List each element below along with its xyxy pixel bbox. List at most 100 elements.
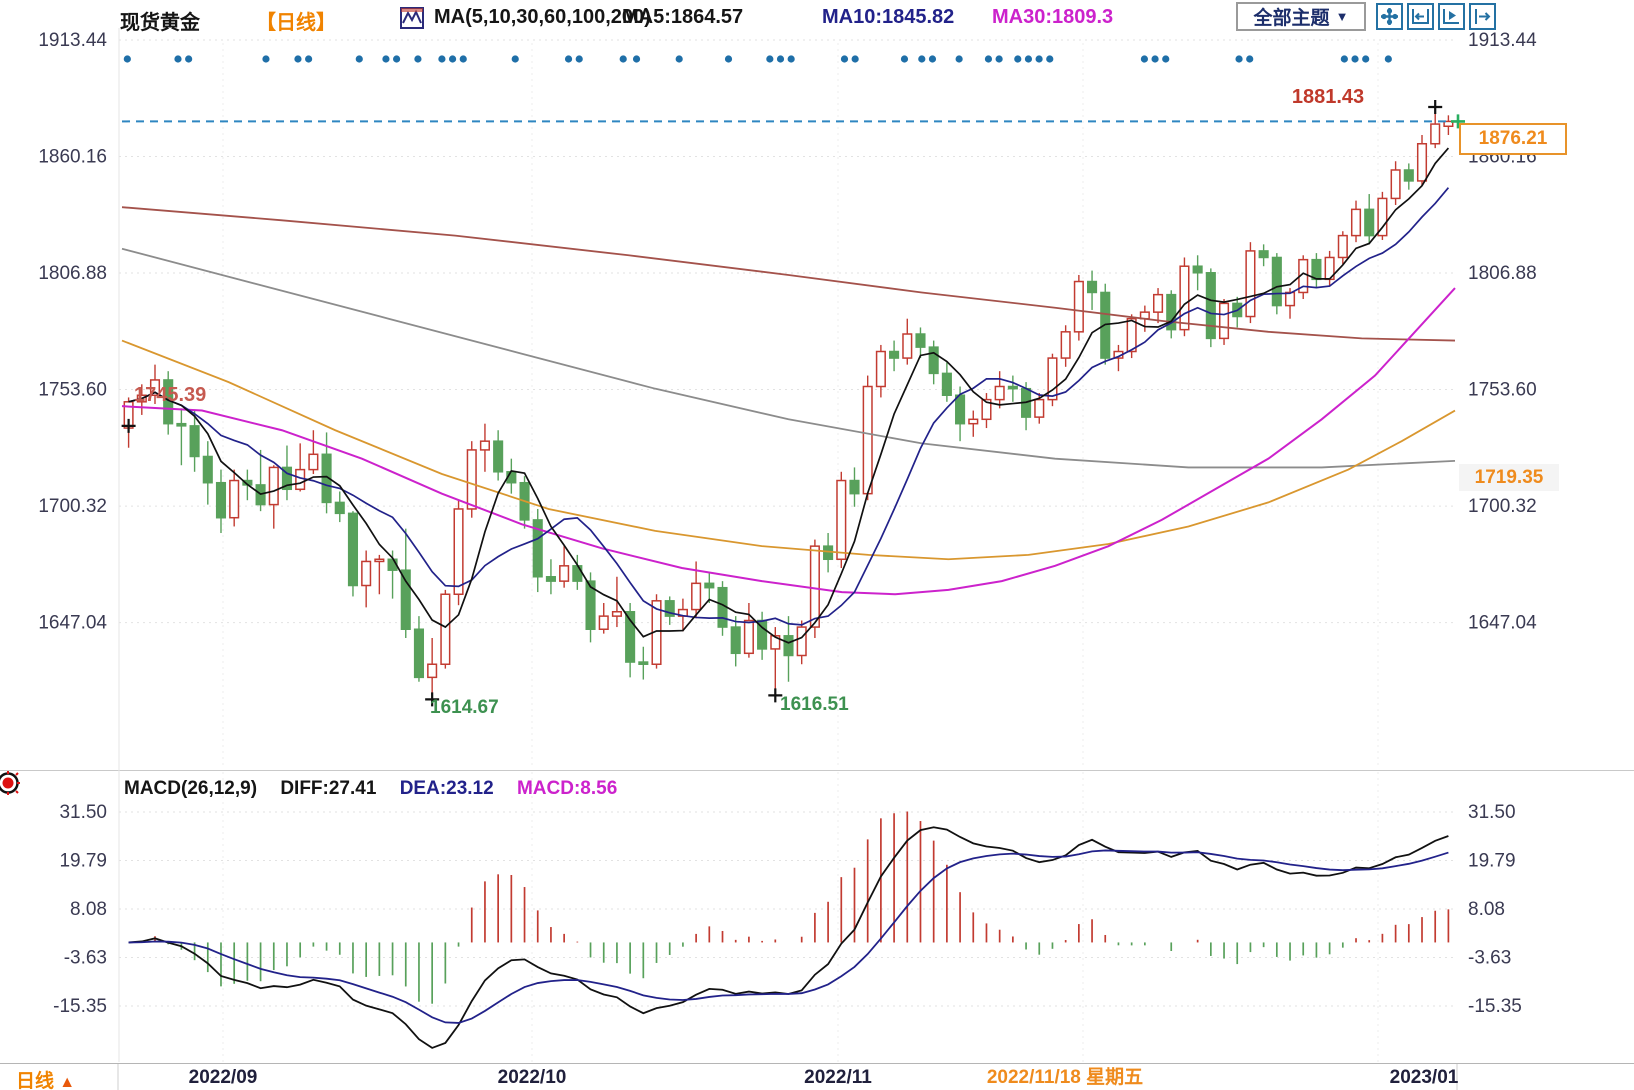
event-dot[interactable]: [511, 55, 519, 63]
event-dot[interactable]: [984, 55, 993, 63]
candle-body: [1179, 265, 1190, 331]
event-dot[interactable]: [851, 55, 859, 63]
candle-body: [638, 661, 649, 665]
event-dot[interactable]: [1151, 55, 1159, 63]
candle-body: [955, 394, 966, 425]
period-selector-label: 日线: [16, 1071, 55, 1090]
candle-body: [1087, 280, 1098, 294]
event-dot[interactable]: [438, 55, 446, 63]
chart-toolbar: [1376, 3, 1496, 30]
event-dot[interactable]: [564, 55, 573, 63]
macd-diff-value: DIFF:27.41: [280, 778, 377, 799]
candle-body: [440, 593, 451, 665]
candle-body: [334, 501, 345, 515]
candle-body: [281, 466, 293, 491]
candle-body: [1192, 265, 1203, 274]
event-dot[interactable]: [632, 55, 641, 63]
record-target-icon[interactable]: [0, 771, 22, 802]
event-dot[interactable]: [459, 55, 467, 63]
shift-right-icon[interactable]: [1469, 3, 1496, 30]
low1-marker-cross: [425, 692, 440, 707]
triangle-up-icon: ▲: [59, 1074, 76, 1090]
pan-crosshair-icon[interactable]: [1376, 3, 1403, 30]
candle-body: [611, 611, 622, 617]
event-dot[interactable]: [1351, 55, 1359, 63]
indicator-icon[interactable]: [400, 7, 424, 34]
event-dot[interactable]: [575, 55, 583, 63]
event-dot[interactable]: [1162, 55, 1170, 63]
event-dot[interactable]: [787, 55, 795, 63]
candle-body: [479, 440, 490, 451]
event-dot[interactable]: [1235, 55, 1243, 63]
event-dot[interactable]: [900, 55, 909, 63]
y-axis-label-right: 1806.88: [1468, 263, 1537, 284]
event-dot[interactable]: [392, 55, 401, 63]
candle-body: [625, 611, 636, 663]
event-dot[interactable]: [355, 55, 363, 63]
play-axis-icon[interactable]: [1438, 3, 1465, 30]
candle-body: [1311, 258, 1322, 281]
candle-body: [994, 385, 1005, 401]
candle-body: [1284, 291, 1296, 307]
event-dot[interactable]: [928, 55, 937, 63]
period-selector[interactable]: 日线 ▲: [16, 1066, 75, 1090]
event-dot[interactable]: [766, 55, 774, 63]
y-axis-label: 1913.44: [38, 30, 107, 51]
event-dot[interactable]: [305, 55, 313, 63]
candle-body: [1218, 302, 1230, 340]
candle-body: [1152, 293, 1164, 313]
event-dot[interactable]: [1014, 55, 1022, 63]
y-axis-label: 1700.32: [38, 496, 107, 517]
event-dot[interactable]: [619, 55, 627, 63]
event-dot[interactable]: [724, 55, 733, 63]
macd-dea-line: [128, 849, 1449, 1024]
x-axis-label: 2022/11/18 星期五: [987, 1066, 1143, 1088]
event-dot[interactable]: [123, 55, 131, 63]
event-dot[interactable]: [448, 55, 457, 63]
macd-params-label: MACD(26,12,9): [124, 778, 258, 799]
event-dot[interactable]: [294, 55, 302, 63]
event-dot[interactable]: [382, 55, 390, 63]
candle-body: [1377, 197, 1388, 237]
candle-body: [915, 333, 926, 348]
candle-body: [347, 512, 359, 587]
event-dot[interactable]: [918, 55, 926, 63]
event-dot[interactable]: [776, 55, 785, 63]
ma60-line: [121, 339, 1456, 561]
high-marker-cross: [1428, 100, 1443, 115]
event-dot[interactable]: [1384, 55, 1392, 63]
event-dot[interactable]: [1340, 55, 1348, 63]
macd-panel: [128, 811, 1450, 1049]
chevron-down-icon: ▼: [1335, 9, 1349, 24]
macd-header: MACD(26,12,9) DIFF:27.41 DEA:23.12 MACD:…: [124, 778, 635, 800]
event-dot[interactable]: [185, 55, 193, 63]
theme-dropdown-button[interactable]: 全部主题 ▼: [1236, 2, 1366, 31]
event-dot[interactable]: [1035, 55, 1043, 63]
event-dot[interactable]: [675, 55, 683, 63]
low2-marker-cross: [768, 688, 783, 703]
event-dots: [123, 55, 1392, 63]
candle-body: [374, 558, 385, 563]
candle-body: [664, 600, 675, 617]
event-dot[interactable]: [414, 55, 422, 63]
candle-body: [400, 569, 411, 630]
candle-body: [849, 479, 860, 495]
candle-body: [229, 479, 240, 519]
event-dot[interactable]: [1024, 55, 1033, 63]
fit-range-icon[interactable]: [1407, 3, 1434, 30]
candle-body: [1271, 256, 1282, 307]
event-dot[interactable]: [174, 55, 182, 63]
event-dot[interactable]: [955, 55, 963, 63]
candle-body: [1205, 272, 1216, 340]
event-dot[interactable]: [1140, 55, 1149, 63]
event-dot[interactable]: [1046, 55, 1054, 63]
macd-axis-label: -3.63: [64, 947, 107, 968]
event-dot[interactable]: [262, 55, 270, 63]
event-dot[interactable]: [1362, 55, 1370, 63]
x-axis-label: 2022/10: [498, 1067, 567, 1088]
event-dot[interactable]: [840, 55, 849, 63]
candle-body: [770, 635, 781, 650]
event-dot[interactable]: [995, 55, 1003, 63]
event-dot[interactable]: [1246, 55, 1254, 63]
